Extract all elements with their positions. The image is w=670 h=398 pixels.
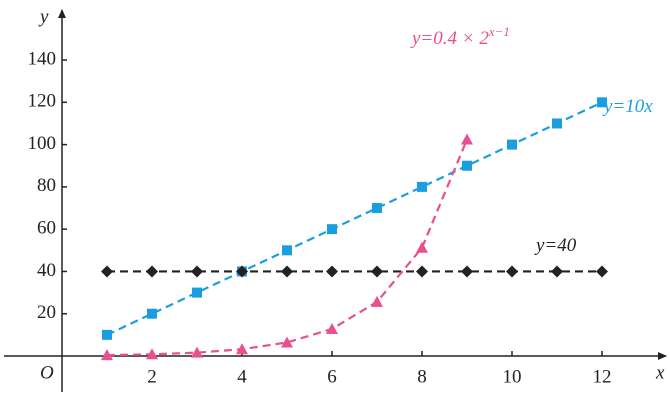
y-tick-label: 100 xyxy=(28,133,57,154)
point xyxy=(101,349,113,361)
x-tick-label: 6 xyxy=(327,366,337,387)
point xyxy=(371,265,383,278)
point xyxy=(101,265,113,278)
series-name-sup: x−1 xyxy=(488,24,510,39)
y-tick-label: 140 xyxy=(28,48,57,69)
point xyxy=(191,265,203,278)
point xyxy=(551,265,563,278)
series-label: y=0.4 × 2x−1 xyxy=(410,24,510,49)
point xyxy=(596,265,608,278)
point xyxy=(371,295,383,307)
x-axis-label: x xyxy=(655,362,665,383)
point xyxy=(416,265,428,278)
point xyxy=(282,245,292,256)
point xyxy=(416,241,428,253)
point xyxy=(102,329,112,340)
y-tick-label: 120 xyxy=(28,91,57,112)
point xyxy=(236,343,248,355)
x-tick-label: 10 xyxy=(503,366,522,387)
point xyxy=(146,265,158,278)
series-name: y=0.4 × 2 xyxy=(410,28,489,49)
origin-label: O xyxy=(40,362,54,383)
point xyxy=(461,133,473,145)
x-tick-label: 2 xyxy=(147,366,157,387)
point xyxy=(191,346,203,358)
x-tick-label: 12 xyxy=(593,366,612,387)
point xyxy=(326,265,338,278)
point xyxy=(236,265,248,278)
point xyxy=(372,203,382,214)
series-name: y=40 xyxy=(534,235,577,256)
series-label: y=40 xyxy=(534,235,577,256)
point xyxy=(597,97,607,108)
series-line xyxy=(106,101,603,336)
y-axis-label: y xyxy=(38,6,49,27)
point xyxy=(417,181,427,192)
point xyxy=(192,287,202,298)
point xyxy=(281,265,293,278)
point xyxy=(327,224,337,235)
series-line xyxy=(106,139,469,357)
point xyxy=(146,348,158,360)
point xyxy=(326,322,338,334)
series-name: y=10x xyxy=(602,96,653,117)
y-tick-label: 40 xyxy=(37,260,56,281)
point xyxy=(462,160,472,171)
y-tick-label: 20 xyxy=(37,302,56,323)
y-tick-label: 80 xyxy=(37,175,56,196)
x-tick-label: 4 xyxy=(237,366,247,387)
point xyxy=(461,265,473,278)
series-label: y=10x xyxy=(602,96,653,117)
y-tick-label: 60 xyxy=(37,218,56,239)
point xyxy=(281,336,293,348)
point xyxy=(147,308,157,319)
point xyxy=(552,118,562,129)
x-tick-label: 8 xyxy=(417,366,427,387)
point xyxy=(506,265,518,278)
point xyxy=(507,139,517,150)
